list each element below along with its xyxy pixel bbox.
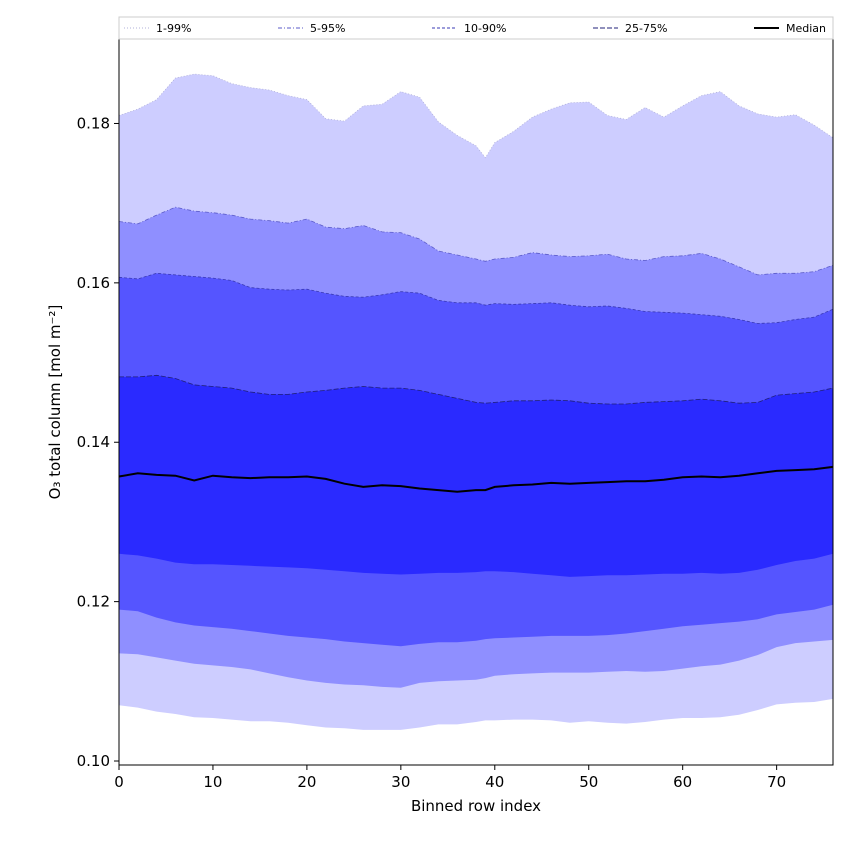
x-tick-label: 30 xyxy=(391,773,410,791)
median-layer xyxy=(118,465,834,493)
legend-label: 1-99% xyxy=(156,22,191,35)
band-25-75% xyxy=(119,375,833,577)
x-axis-label: Binned row index xyxy=(411,797,541,815)
legend-label: 25-75% xyxy=(625,22,667,35)
x-tick-label: 40 xyxy=(485,773,504,791)
y-axis: 0.10 0.12 0.14 0.16 0.18 xyxy=(77,114,119,770)
legend: 1-99% 5-95% 10-90% 25-75% Median xyxy=(118,16,834,40)
y-tick-label: 0.10 xyxy=(77,752,110,770)
x-tick-label: 50 xyxy=(579,773,598,791)
band-edge-1-99% xyxy=(118,73,834,159)
median-line xyxy=(118,465,834,493)
legend-frame xyxy=(118,16,834,40)
band-edge-25-75% xyxy=(119,374,834,405)
band-edge-5-95% xyxy=(118,206,834,276)
x-tick-label: 20 xyxy=(297,773,316,791)
y-tick-label: 0.12 xyxy=(77,593,110,611)
x-tick-label: 10 xyxy=(203,773,222,791)
y-tick-label: 0.18 xyxy=(77,114,110,132)
x-axis: 0 10 20 30 40 50 60 70 xyxy=(114,765,786,791)
x-tick-label: 60 xyxy=(673,773,692,791)
legend-label: 10-90% xyxy=(464,22,506,35)
x-tick-label: 0 xyxy=(114,773,124,791)
legend-label: Median xyxy=(786,22,826,35)
legend-label: 5-95% xyxy=(310,22,345,35)
y-tick-label: 0.16 xyxy=(77,274,110,292)
bands-layer xyxy=(118,73,834,730)
band-edge-10-90% xyxy=(118,272,834,324)
x-tick-label: 70 xyxy=(767,773,786,791)
y-axis-label: O₃ total column [mol m⁻²] xyxy=(46,305,64,500)
y-tick-label: 0.14 xyxy=(77,433,110,451)
